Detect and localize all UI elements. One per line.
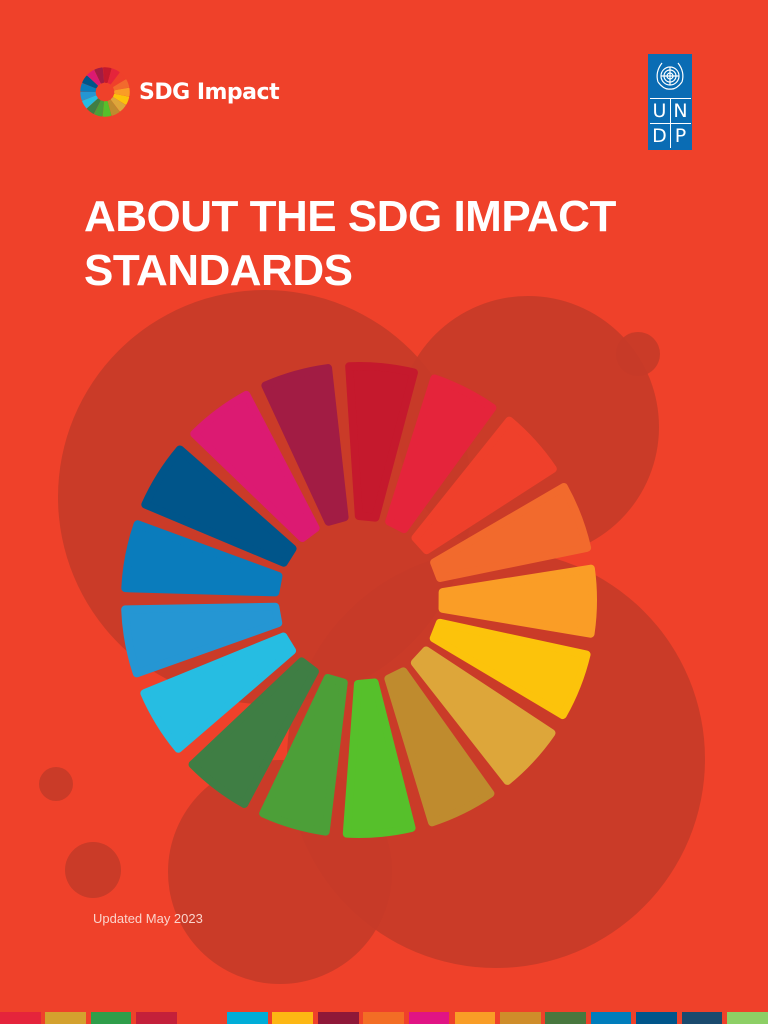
brand-name: SDG Impact — [139, 79, 280, 105]
undp-letter-p: P — [670, 124, 691, 148]
sdg-wheel-segment — [102, 67, 112, 83]
strip-block — [636, 1012, 677, 1024]
sdg-wheel-segment — [80, 83, 97, 92]
sdg-impact-logo: SDG Impact — [79, 66, 280, 118]
sdg-wheel-segment — [107, 68, 120, 85]
sdg-wheel-segment — [107, 99, 120, 116]
strip-block — [227, 1012, 268, 1024]
sdg-wheel-graphic — [121, 362, 597, 838]
undp-letter-u: U — [649, 99, 670, 123]
sdg-wheel-segment — [429, 618, 591, 720]
sdg-wheel-segment — [94, 100, 105, 117]
strip-block — [455, 1012, 495, 1024]
title-line-1: ABOUT THE SDG IMPACT — [84, 192, 616, 241]
sdg-wheel-segment — [102, 101, 112, 117]
undp-letter-n: N — [670, 99, 691, 123]
sdg-wheel-segment — [188, 657, 319, 808]
sdg-wheel-segment — [113, 79, 130, 91]
undp-letters: U N D P — [649, 98, 691, 148]
strip-block — [0, 1012, 41, 1024]
strip-block — [182, 1012, 222, 1024]
undp-logo: U N D P — [648, 54, 692, 150]
strip-block — [545, 1012, 586, 1024]
sdg-wheel-segment — [411, 416, 557, 555]
strip-block — [318, 1012, 359, 1024]
sdg-wheel-segment — [82, 95, 98, 109]
sdg-wheel-segment — [261, 364, 349, 526]
strip-block — [727, 1012, 768, 1024]
strip-block — [136, 1012, 177, 1024]
sdg-wheel-segment — [113, 93, 130, 105]
sdg-wheel-segment — [114, 87, 130, 97]
sdg-wheel-segment — [110, 72, 126, 87]
strip-block — [591, 1012, 631, 1024]
undp-letter-d: D — [649, 124, 670, 148]
sdg-wheel-icon — [80, 67, 130, 117]
sdg-wheel-segment — [430, 483, 592, 582]
strip-block — [45, 1012, 86, 1024]
un-emblem-icon — [656, 62, 684, 90]
strip-block — [409, 1012, 449, 1024]
sdg-wheel-segment — [384, 667, 495, 827]
sdg-wheel-segment — [87, 70, 101, 86]
sdg-wheel-segment — [121, 602, 283, 678]
sdg-wheel-segment — [140, 632, 297, 753]
sdg-wheel-segment — [87, 98, 101, 114]
sdg-wheel-segment — [82, 75, 98, 89]
updated-date: Updated May 2023 — [93, 911, 203, 926]
sdg-wheel-segment — [80, 91, 97, 101]
sdg-color-strip — [0, 1012, 768, 1024]
sdg-wheel-segment — [345, 362, 418, 522]
sdg-wheel-segment — [94, 67, 105, 84]
title-line-2: STANDARDS — [84, 246, 353, 295]
sdg-wheel-segment — [385, 374, 497, 534]
sdg-wheel-segment — [190, 390, 320, 543]
strip-block — [363, 1012, 404, 1024]
sdg-wheel-segment — [110, 97, 126, 112]
strip-block — [682, 1012, 722, 1024]
page-title: ABOUT THE SDG IMPACT STANDARDS — [84, 190, 616, 298]
strip-block — [91, 1012, 131, 1024]
sdg-wheel-segment — [342, 678, 416, 838]
sdg-wheel-segment — [438, 564, 597, 638]
sdg-wheel-segment — [121, 520, 283, 597]
strip-block — [272, 1012, 313, 1024]
sdg-wheel-segment — [410, 646, 556, 785]
sdg-wheel-segment — [141, 445, 297, 567]
strip-block — [500, 1012, 541, 1024]
sdg-wheel-segment — [259, 673, 348, 836]
